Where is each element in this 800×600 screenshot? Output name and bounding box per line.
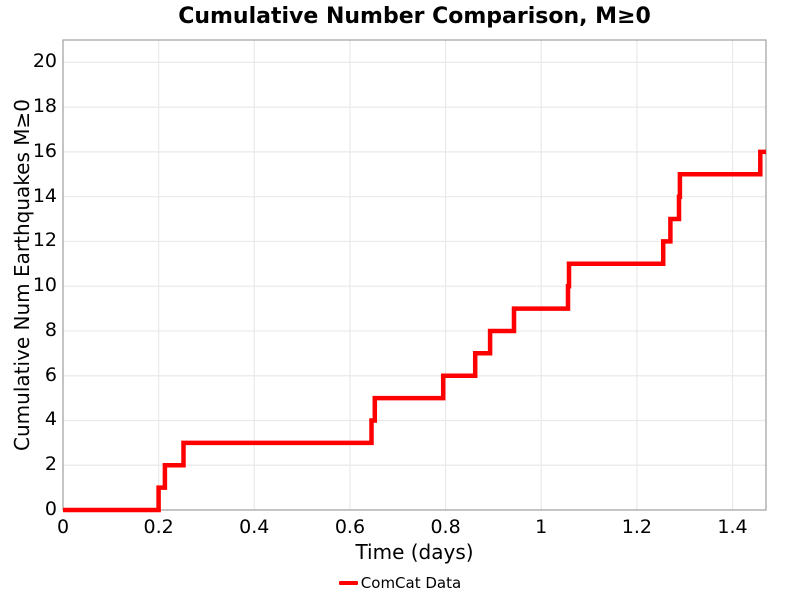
y-tick-label: 0	[44, 498, 57, 520]
comcat-step-line	[63, 149, 766, 513]
y-tick-label: 18	[32, 95, 57, 118]
x-tick-label: 1.4	[717, 516, 748, 538]
x-tick-label: 0.8	[430, 516, 461, 538]
x-tick-label: 0.4	[239, 516, 270, 538]
y-tick-label: 6	[44, 363, 57, 386]
legend-line-sample	[338, 581, 358, 585]
x-tick-label: 1.2	[621, 516, 652, 538]
x-tick-label: 0.6	[334, 516, 366, 538]
chart-title: Cumulative Number Comparison, M≥0	[178, 4, 651, 29]
x-tick-label: 0.2	[143, 516, 174, 538]
x-axis-label: Time (days)	[355, 540, 474, 564]
y-tick-label: 4	[44, 408, 57, 431]
y-tick-label: 8	[44, 318, 57, 341]
y-tick-label: 20	[32, 50, 57, 73]
legend-label: ComCat Data	[360, 574, 462, 592]
x-tick-label: 1	[535, 516, 548, 538]
y-tick-label: 16	[32, 139, 57, 162]
legend: ComCat Data	[0, 574, 800, 592]
x-tick-label: 0	[56, 516, 70, 538]
plot-border	[62, 39, 767, 511]
y-tick-label: 2	[44, 453, 57, 476]
y-tick-label: 12	[32, 229, 57, 252]
y-tick-label: 10	[32, 274, 57, 297]
y-tick-label: 14	[32, 184, 57, 207]
